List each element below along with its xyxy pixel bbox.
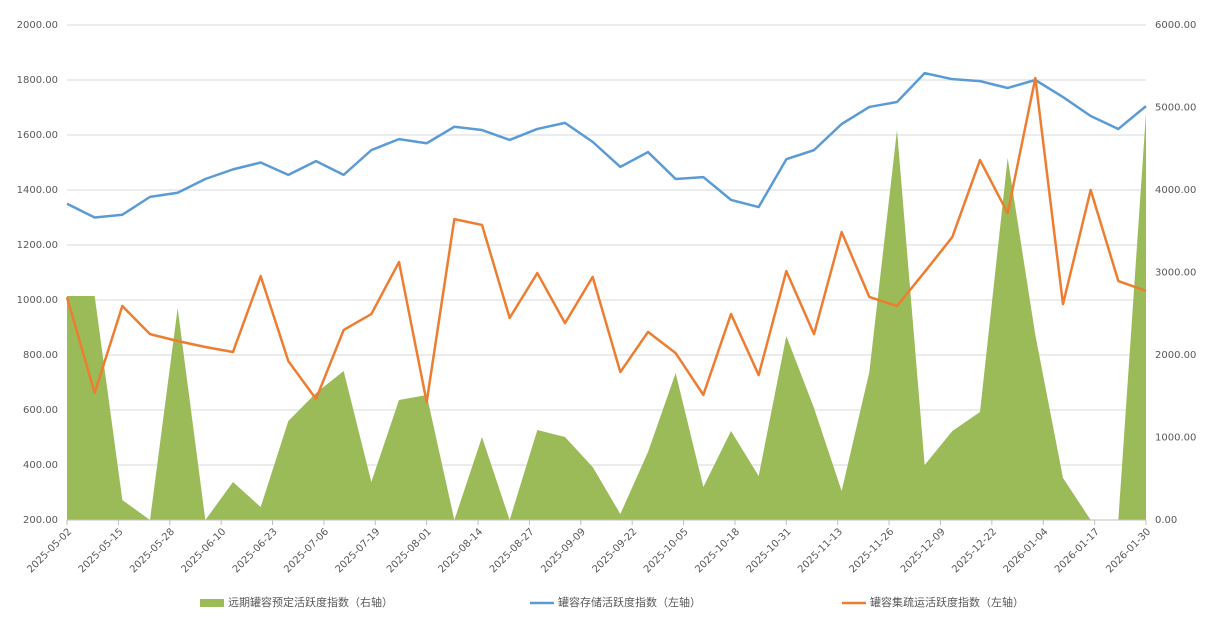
legend-swatch [200,599,224,607]
x-tick-label: 2025-07-06 [282,526,331,575]
x-tick-label: 2025-05-28 [128,526,177,575]
x-tick-label: 2025-10-31 [745,526,794,575]
y-tick-label: 1600.00 [17,130,58,141]
x-tick-label: 2025-07-19 [334,526,383,575]
y2-tick-label: 0.00 [1155,515,1177,526]
legend-label: 罐容存储活跃度指数（左轴） [558,595,701,609]
x-tick-label: 2026-01-04 [1002,526,1051,575]
x-tick-label: 2025-12-22 [950,526,999,575]
y2-tick-label: 6000.00 [1155,20,1196,31]
y-tick-label: 1000.00 [17,295,58,306]
legend-label: 远期罐容预定活跃度指数（右轴） [228,595,393,609]
x-tick-label: 2025-11-26 [847,526,896,575]
x-tick-label: 2025-08-27 [488,526,537,575]
x-tick-label: 2025-09-09 [539,526,588,575]
x-tick-label: 2025-05-02 [25,526,74,575]
x-tick-label: 2025-08-01 [385,526,434,575]
y2-tick-label: 2000.00 [1155,350,1196,361]
y2-tick-label: 5000.00 [1155,103,1196,114]
y2-tick-label: 1000.00 [1155,433,1196,444]
y2-tick-label: 4000.00 [1155,185,1196,196]
y-tick-label: 1800.00 [17,75,58,86]
x-tick-label: 2025-12-09 [899,526,948,575]
x-tick-label: 2025-09-22 [591,526,640,575]
x-tick-label: 2025-05-15 [77,526,126,575]
x-tick-label: 2025-06-23 [231,526,280,575]
grid [67,24,1146,521]
y-tick-label: 600.00 [23,405,58,416]
x-tick-label: 2025-10-18 [693,526,742,575]
x-tick-label: 2025-10-05 [642,526,691,575]
x-tick-label: 2025-11-13 [796,526,845,575]
series-group [65,71,1147,520]
y-tick-label: 400.00 [23,460,58,471]
y-tick-label: 1400.00 [17,185,58,196]
y-tick-label: 1200.00 [17,240,58,251]
x-tick-label: 2026-01-30 [1104,526,1153,575]
legend-label: 罐容集疏运活跃度指数（左轴） [870,595,1024,609]
line [65,76,1147,404]
y-tick-label: 200.00 [23,515,58,526]
y2-tick-label: 3000.00 [1155,268,1196,279]
y-tick-label: 2000.00 [17,20,58,31]
x-tick-label: 2025-06-10 [180,526,229,575]
y-tick-label: 800.00 [23,350,58,361]
line [66,71,1147,219]
x-tick-label: 2026-01-17 [1053,526,1102,575]
area [67,113,1146,520]
x-tick-label: 2025-08-14 [436,526,485,575]
